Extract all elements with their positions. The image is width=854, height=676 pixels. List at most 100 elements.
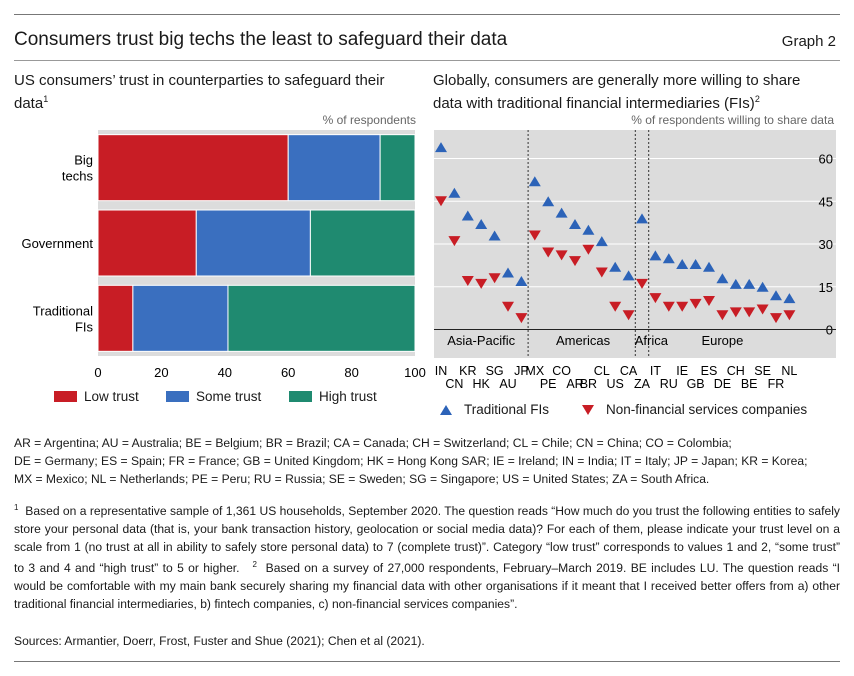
abbreviation-line: MX = Mexico; NL = Netherlands; PE = Peru… xyxy=(14,472,710,486)
country-tick-label: BE xyxy=(741,377,758,391)
nonfinancial-marker xyxy=(662,301,675,312)
country-tick-label: KR xyxy=(459,364,476,378)
category-label: Traditional xyxy=(33,303,93,318)
traditional-fi-marker xyxy=(542,196,555,207)
country-tick-label: PE xyxy=(540,377,557,391)
nonfinancial-marker xyxy=(743,307,756,318)
abbreviations: AR = Argentina; AU = Australia; BE = Bel… xyxy=(14,434,840,488)
country-tick-label: CL xyxy=(594,364,610,378)
nonfinancial-marker xyxy=(555,250,568,261)
abbreviation-line: DE = Germany; ES = Spain; FR = France; G… xyxy=(14,454,808,468)
x-tick-label: 100 xyxy=(404,365,426,380)
scatter-legend-nonfinancial: Non-financial services companies xyxy=(582,402,807,417)
bar-segment xyxy=(287,134,381,202)
footnote-1: Based on a representative sample of 1,36… xyxy=(14,504,840,576)
traditional-fi-marker xyxy=(555,207,568,218)
footnote-2: Based on a survey of 27,000 respondents,… xyxy=(14,561,840,612)
sources: Sources: Armantier, Doerr, Frost, Fuster… xyxy=(14,634,425,648)
some-trust-swatch xyxy=(166,391,189,402)
nonfinancial-marker xyxy=(703,296,715,306)
country-tick-label: ES xyxy=(701,364,718,378)
country-tick-label: IN xyxy=(435,364,448,378)
y-tick-label: 60 xyxy=(819,152,833,167)
right-panel-title: Globally, consumers are generally more w… xyxy=(433,71,843,113)
country-tick-label: AR xyxy=(566,377,583,391)
category-label: FIs xyxy=(75,319,94,334)
country-tick-label: SG xyxy=(486,364,504,378)
country-tick-label: GB xyxy=(687,377,705,391)
region-label: Asia-Pacific xyxy=(447,333,515,348)
footnote-1-marker: 1 xyxy=(14,503,19,512)
high-trust-swatch xyxy=(289,391,312,402)
bar-segment xyxy=(97,209,197,277)
bottom-rule xyxy=(14,661,840,662)
nonfinancial-marker xyxy=(636,278,648,289)
country-tick-label: CA xyxy=(620,364,638,378)
x-tick-label: 20 xyxy=(154,365,168,380)
country-tick-label: MX xyxy=(525,364,544,378)
nonfinancial-marker xyxy=(582,244,595,255)
graph-title: Consumers trust big techs the least to s… xyxy=(14,29,508,50)
country-tick-label: IT xyxy=(650,364,661,378)
top-rule xyxy=(14,14,840,15)
bar-segment xyxy=(309,209,416,277)
left-panel-title-line1: US consumers’ trust in counterparties to… xyxy=(14,72,385,89)
y-tick-label: 15 xyxy=(819,280,833,295)
nonfinancial-marker xyxy=(729,307,742,318)
abbreviation-line: AR = Argentina; AU = Australia; BE = Bel… xyxy=(14,436,732,450)
data-sharing-chart: 015304560Asia-PacificAmericasAfricaEurop… xyxy=(434,130,836,391)
traditional-fi-marker xyxy=(622,270,635,281)
right-panel-title-line1: Globally, consumers are generally more w… xyxy=(433,72,801,89)
country-tick-label: FR xyxy=(768,377,785,391)
title-rule xyxy=(14,60,840,61)
region-label: Americas xyxy=(556,333,611,348)
scatter-legend-fis: Traditional FIs xyxy=(440,402,549,417)
bar-segment xyxy=(97,134,289,202)
traditional-fi-marker xyxy=(528,176,541,187)
nonfinancial-marker xyxy=(689,298,702,309)
right-panel-unit: % of respondents willing to share data xyxy=(631,113,834,127)
traditional-fi-marker xyxy=(716,273,729,284)
nonfinancial-marker xyxy=(770,313,782,324)
x-tick-label: 80 xyxy=(344,365,358,380)
nonfinancial-marker xyxy=(515,313,528,324)
country-tick-label: JP xyxy=(514,364,529,378)
country-tick-label: BR xyxy=(580,377,597,391)
nonfinancial-marker xyxy=(716,310,729,321)
nonfinancial-marker xyxy=(569,256,581,267)
left-panel-footnote-ref: 1 xyxy=(43,94,49,104)
legend-label: Traditional FIs xyxy=(464,402,550,417)
traditional-fi-marker xyxy=(435,142,447,153)
country-tick-label: US xyxy=(607,377,624,391)
nonfinancial-marker xyxy=(542,247,555,258)
x-tick-label: 60 xyxy=(281,365,295,380)
nonfinancial-marker xyxy=(783,310,796,321)
region-label: Europe xyxy=(701,333,743,348)
left-panel-unit: % of respondents xyxy=(322,113,416,127)
bar-legend-some-trust: Some trust xyxy=(166,389,261,404)
category-label: Big xyxy=(74,153,93,168)
country-tick-label: CO xyxy=(552,364,571,378)
category-label: Government xyxy=(21,236,93,251)
nonfinancial-marker xyxy=(448,236,461,247)
country-tick-label: SE xyxy=(754,364,771,378)
bar-legend-high-trust: High trust xyxy=(289,389,377,404)
nonfinancial-marker xyxy=(609,301,622,312)
right-panel-title-line2: data with traditional financial intermed… xyxy=(433,95,755,112)
traditional-fi-marker xyxy=(502,267,514,278)
y-tick-label: 30 xyxy=(819,237,833,252)
country-tick-label: CN xyxy=(445,377,463,391)
traditional-fi-marker xyxy=(783,293,796,304)
nonfinancial-marker xyxy=(676,301,689,312)
traditional-fi-marker xyxy=(662,253,675,264)
left-panel-title-line2: data xyxy=(14,95,44,112)
nonfinancial-marker xyxy=(435,196,447,207)
footnotes: 1 Based on a representative sample of 1,… xyxy=(14,499,840,613)
bar-legend-low-trust: Low trust xyxy=(54,389,139,404)
country-tick-label: NL xyxy=(781,364,797,378)
footnote-2-marker: 2 xyxy=(252,560,257,570)
graph-number: Graph 2 xyxy=(781,33,836,50)
country-tick-label: AU xyxy=(499,377,516,391)
nonfinancial-marker xyxy=(622,310,635,321)
bar-segment xyxy=(132,284,229,352)
